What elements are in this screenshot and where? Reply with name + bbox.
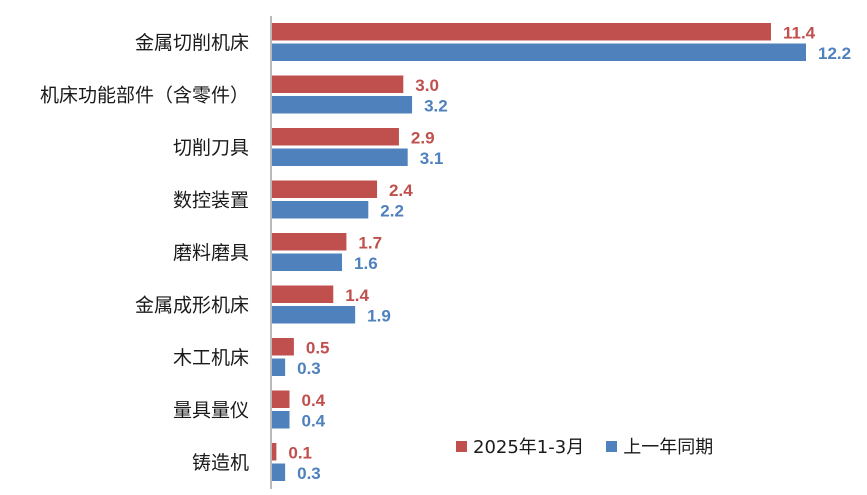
category-label: 磨料磨具 [173,242,249,264]
data-label-series-2: 1.9 [367,307,391,326]
legend-item-series-2: 上一年同期 [606,433,713,459]
bar-series-2 [272,463,286,481]
bar-series-2 [272,358,286,376]
labels-group: 金属切削机床 11.412.2 机床功能部件（含零件） 3.0 3.2 切削刀具 2.93.… [40,24,851,484]
data-label-series-2: 3.2 [424,97,448,116]
bars-group [272,23,806,481]
bar-series-2 [272,96,413,114]
data-label-series-1: 0.4 [302,391,326,410]
bar-series-2 [272,148,408,166]
category-label: 数控装置 [173,190,249,212]
bar-series-2 [272,253,343,271]
category-label: 量具量仪 [173,400,249,422]
data-label-series-1: 1.7 [358,234,382,253]
bar-series-1 [272,338,294,356]
bar-series-1 [272,390,290,408]
data-label-series-1: 3.0 [415,76,439,95]
bar-series-1 [272,443,277,461]
bar-series-1 [272,180,378,198]
data-label-series-2: 0.3 [297,359,321,378]
data-label-series-2: 3.1 [420,149,444,168]
data-label-series-2: 1.6 [354,254,378,273]
category-label: 木工机床 [173,347,249,369]
bar-series-2 [272,43,806,61]
data-label-series-2: 0.4 [302,412,326,431]
category-label: 金属成形机床 [135,295,249,317]
data-label-series-1: 2.9 [411,129,435,148]
category-label: 铸造机 [192,452,249,474]
legend-swatch-series-1 [456,440,467,452]
data-label-series-1: 11.4 [783,24,816,43]
category-label: 机床功能部件（含零件） [40,85,249,107]
legend-item-series-1: 2025年1-3月 [456,433,584,459]
legend: 2025年1-3月 上一年同期 [456,433,713,459]
category-label: 金属切削机床 [135,32,249,54]
legend-swatch-series-2 [606,440,618,452]
bar-series-2 [272,306,356,324]
data-label-series-1: 0.5 [306,339,330,358]
data-label-series-1: 0.1 [288,444,312,463]
data-label-series-2: 12.2 [818,44,851,63]
bar-series-1 [272,233,347,251]
bar-series-1 [272,75,404,93]
bar-series-1 [272,128,399,146]
bar-series-1 [272,285,334,303]
data-label-series-2: 0.3 [297,464,321,483]
bar-series-2 [272,201,369,219]
legend-label-series-2: 上一年同期 [623,437,714,458]
bar-series-1 [272,23,771,41]
category-label: 切削刀具 [173,137,249,159]
data-label-series-1: 1.4 [345,286,369,305]
data-label-series-1: 2.4 [389,181,413,200]
data-label-series-2: 2.2 [380,202,404,221]
bar-series-2 [272,411,290,429]
legend-label-series-1: 2025年1-3月 [473,437,585,458]
